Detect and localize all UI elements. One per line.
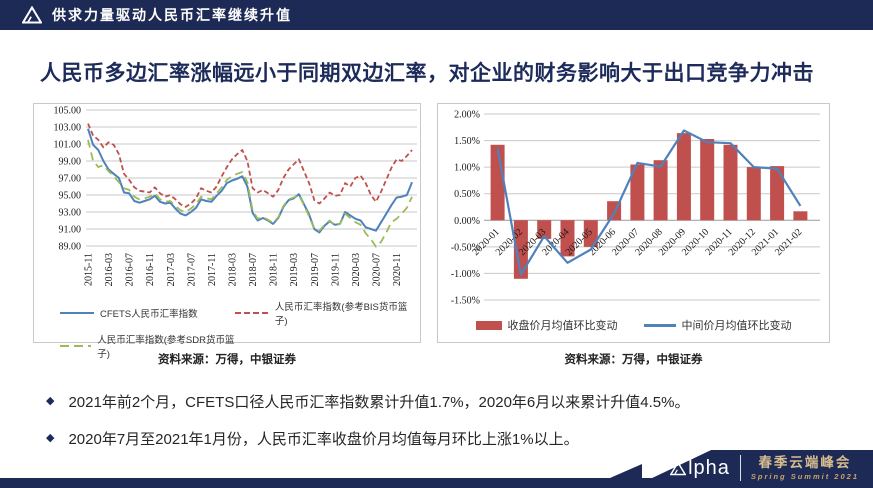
legend-label: CFETS人民币汇率指数	[100, 309, 198, 320]
bar-2020-12	[746, 167, 761, 221]
legend-label: 中间价月均值环比变动	[681, 320, 792, 332]
bullet-item: ◆ 2021年前2个月，CFETS口径人民币汇率指数累计升值1.7%，2020年6…	[46, 391, 689, 412]
y-tick-label: 1.50%	[454, 136, 480, 147]
bullet-item: ◆ 2020年7月至2021年1月份，人民币汇率收盘价月均值每月环比上涨1%以上。	[46, 428, 689, 449]
bullet-list: ◆ 2021年前2个月，CFETS口径人民币汇率指数累计升值1.7%，2020年6…	[46, 391, 689, 465]
legend-item: 收盘价月均值环比变动	[475, 317, 618, 333]
x-tick-label: 2015-11	[84, 253, 95, 286]
y-tick-label: -1.00%	[451, 269, 480, 280]
x-tick-label: 2016-11	[145, 253, 156, 286]
legend-row: 人民币汇率指数(参考SDR货币篮子)	[60, 332, 420, 360]
bar-2020-03	[537, 220, 552, 239]
bar-2020-09	[676, 133, 691, 221]
x-tick-label: 2016-07	[125, 253, 136, 286]
chart-panel-multilateral-index: 105.00 103.00 101.00 99.00 97.00 95.00 93.00 91…	[33, 103, 421, 360]
left-chart-legend: CFETS人民币汇率指数 人民币汇率指数(参考BIS货币篮子) 人民币汇率指数(参考…	[34, 299, 420, 360]
alpha-triangle-logo-icon	[670, 461, 687, 476]
alpha-wordmark: lpha	[670, 457, 730, 479]
right-chart-source: 资料来源：万得，中银证券	[564, 354, 703, 366]
x-tick-label: 2018-07	[248, 253, 259, 286]
legend-label: 收盘价月均值环比变动	[507, 320, 618, 332]
x-tick-label: 2020-11	[392, 253, 403, 286]
legend-label: 人民币汇率指数(参考SDR货币篮子)	[97, 335, 235, 360]
bar-2021-01	[770, 166, 785, 221]
bullet-text: 2021年前2个月，CFETS口径人民币汇率指数累计升值1.7%，2020年6月…	[68, 394, 690, 411]
x-tick-label: 2018-11	[269, 253, 280, 286]
line-series-blue	[87, 128, 413, 234]
event-name-en: Spring Summit 2021	[750, 471, 859, 481]
brand-text: lpha	[688, 457, 730, 479]
legend-item: CFETS人民币汇率指数	[60, 306, 235, 320]
y-tick-label: 91.00	[59, 225, 82, 236]
y-tick-label: 1.00%	[454, 163, 480, 174]
y-tick-label: 0.50%	[454, 189, 480, 200]
legend-line-swatch-blue	[60, 312, 94, 314]
y-tick-label: 95.00	[59, 191, 82, 202]
x-tick-label: 2016-03	[104, 253, 115, 286]
line-series-midprice	[496, 129, 802, 276]
bar-2020-02	[513, 220, 528, 279]
y-tick-label: -1.50%	[451, 296, 480, 305]
x-tick-label: 2017-11	[207, 253, 218, 286]
slide-title: 人民币多边汇率涨幅远小于同期双边汇率，对企业的财务影响大于出口竞争力冲击	[40, 62, 814, 85]
y-tick-label: 101.00	[54, 140, 82, 151]
legend-line-swatch-green	[60, 345, 92, 347]
legend-label: 人民币汇率指数(参考BIS货币篮子)	[274, 302, 408, 327]
bar-2020-07	[630, 164, 645, 221]
bar-2020-08	[653, 160, 668, 221]
legend-line-swatch-blue	[643, 323, 676, 327]
alpha-triangle-logo-icon	[22, 6, 42, 24]
bullet-diamond-icon: ◆	[46, 395, 55, 407]
x-tick-label: 2020-07	[372, 253, 383, 286]
bar-2020-05	[583, 220, 598, 247]
y-tick-label: 93.00	[59, 208, 82, 219]
y-tick-label: 2.00%	[454, 110, 480, 121]
y-tick-label: 89.00	[59, 242, 82, 253]
y-tick-label: 103.00	[54, 123, 82, 134]
bullet-diamond-icon: ◆	[46, 432, 55, 444]
bar-2020-01	[490, 144, 505, 221]
x-tick-label: 2017-07	[186, 253, 197, 286]
right-chart-legend: 收盘价月均值环比变动 中间价月均值环比变动	[438, 317, 829, 333]
cfets-index-line-chart: 105.00 103.00 101.00 99.00 97.00 95.00 93.00 91…	[54, 106, 417, 286]
footer-divider	[739, 455, 741, 481]
bar-2020-04	[560, 220, 575, 257]
line-series-red	[87, 123, 413, 208]
header-bar: 供求力量驱动人民币汇率继续升值	[0, 0, 873, 30]
x-tick-label: 2017-03	[166, 253, 177, 286]
bar-2020-10	[700, 139, 715, 221]
event-name-cn: 春季云端峰会	[758, 455, 852, 470]
legend-row: CFETS人民币汇率指数 人民币汇率指数(参考BIS货币篮子)	[60, 299, 420, 327]
mom-change-bar-line-chart: 2.00% 1.50% 1.00% 0.50% 0.00% -0.50% -1.00% -1.…	[451, 110, 820, 307]
y-tick-label: -0.50%	[451, 242, 480, 253]
footer-branding: lpha 春季云端峰会 Spring Summit 2021	[670, 455, 859, 481]
legend-bar-swatch	[475, 320, 502, 330]
bar-2020-11	[723, 144, 738, 221]
x-tick-label: 2019-11	[330, 253, 341, 286]
bar-2021-02	[793, 211, 808, 221]
x-tick-label: 2018-03	[228, 253, 239, 286]
y-tick-label: 105.00	[54, 106, 82, 117]
left-chart-source: 资料来源：万得，中银证券	[158, 354, 296, 366]
header-title: 供求力量驱动人民币汇率继续升值	[52, 7, 292, 23]
legend-item: 人民币汇率指数(参考BIS货币篮子)	[234, 299, 420, 327]
y-tick-label: 97.00	[59, 174, 82, 185]
legend-line-swatch-red	[234, 312, 269, 314]
x-tick-label: 2019-07	[310, 253, 321, 286]
y-tick-label: 99.00	[59, 157, 82, 168]
legend-item: 中间价月均值环比变动	[643, 317, 792, 333]
y-tick-label: 0.00%	[454, 216, 480, 227]
chart-panel-mom-change: 2.00% 1.50% 1.00% 0.50% 0.00% -0.50% -1.00% -1.…	[437, 103, 830, 343]
x-tick-label: 2020-03	[351, 253, 362, 286]
legend-item: 人民币汇率指数(参考SDR货币篮子)	[60, 332, 235, 360]
x-tick-label: 2019-03	[289, 253, 300, 286]
bullet-text: 2020年7月至2021年1月份，人民币汇率收盘价月均值每月环比上涨1%以上。	[68, 431, 579, 448]
line-series-green	[87, 139, 413, 248]
